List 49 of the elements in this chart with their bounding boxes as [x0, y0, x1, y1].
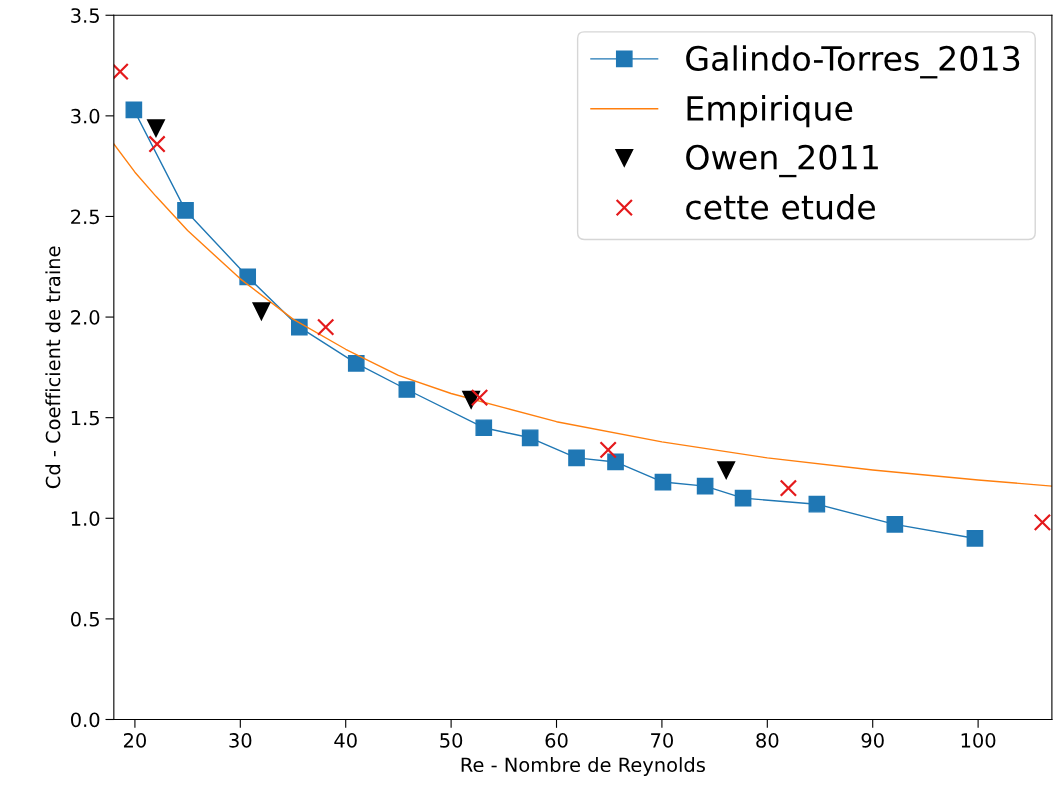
x-tick-label: 90	[861, 733, 884, 748]
y-tick-label: 3.5	[71, 8, 99, 23]
point	[734, 489, 752, 507]
point	[607, 453, 624, 471]
point	[779, 479, 798, 497]
point	[398, 381, 416, 398]
y-tick-label: 2.5	[71, 209, 99, 225]
x-tick-label: 80	[756, 733, 779, 748]
point	[521, 429, 539, 447]
point	[316, 318, 335, 336]
x-tick-label: 70	[651, 733, 673, 748]
point	[966, 530, 984, 547]
line-series	[113, 143, 1052, 487]
legend-label: Galindo-Torres_2013	[686, 45, 1020, 79]
y-tick-label: 1.5	[71, 410, 99, 426]
point	[347, 355, 365, 372]
point	[125, 101, 143, 119]
x-tick-label: 20	[123, 733, 146, 748]
y-tick-label: 2.0	[71, 310, 100, 325]
legend-label: cette etude	[686, 193, 875, 220]
legend-label: Owen_2011	[686, 144, 878, 178]
point	[696, 477, 714, 495]
x-axis-title: Re - Nombre de Reynolds	[461, 757, 705, 776]
point	[148, 135, 166, 153]
x-tick-label: 50	[440, 733, 463, 748]
y-tick-label: 3.0	[71, 108, 100, 124]
point	[252, 302, 271, 320]
y-tick-label: 1.0	[71, 511, 100, 526]
y-tick-label: 0.5	[71, 611, 99, 627]
x-tick-label: 40	[334, 733, 357, 748]
point	[291, 318, 308, 336]
point	[475, 419, 493, 437]
point	[239, 268, 257, 286]
y-axis-title: Cd - Coefficient de traine	[45, 246, 61, 489]
point	[177, 202, 194, 219]
x-tick-label: 100	[961, 733, 996, 748]
point	[654, 473, 672, 491]
point	[147, 119, 165, 137]
point	[808, 495, 826, 513]
y-tick-label: 0.0	[71, 712, 100, 728]
point	[1033, 513, 1052, 532]
point	[599, 441, 617, 459]
x-tick-label: 30	[229, 733, 252, 748]
point	[717, 461, 735, 479]
point	[470, 388, 489, 407]
point	[886, 515, 904, 533]
legend-label: Empirique	[687, 95, 853, 128]
point	[568, 449, 585, 467]
x-tick-label: 60	[545, 733, 568, 748]
